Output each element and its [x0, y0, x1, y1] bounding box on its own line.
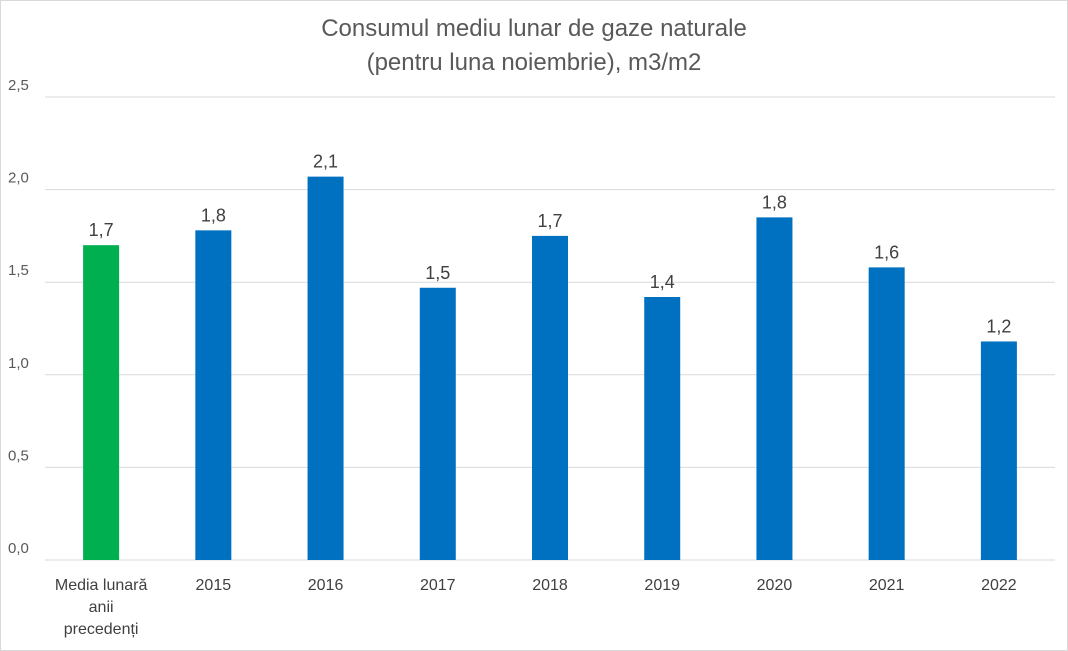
x-category-label: 2019 [644, 577, 680, 594]
data-label: 1,4 [650, 272, 675, 292]
chart-title-line-1: Consumul mediu lunar de gaze naturale [321, 15, 747, 42]
chart-title: Consumul mediu lunar de gaze naturale (p… [0, 12, 1068, 80]
bars [83, 176, 1017, 561]
x-category-label: 2020 [757, 577, 793, 594]
x-axis-category-labels: Media lunară anii precedenți 2015 2016 2017 20… [55, 577, 1017, 638]
y-tick-label: 1,5 [8, 262, 29, 279]
y-tick-label: 0,5 [8, 447, 29, 464]
data-labels: 1,7 1,8 2,1 1,5 1,7 1,4 1,8 1,6 1,2 [89, 152, 1012, 337]
x-category-label: Media lunară [55, 577, 148, 594]
x-category-label: precedenți [64, 621, 139, 638]
x-category-label: 2018 [532, 577, 568, 594]
x-category-label: 2017 [420, 577, 456, 594]
bar [419, 287, 456, 560]
bar [756, 217, 793, 560]
data-label: 1,7 [89, 220, 114, 240]
y-tick-label: 2,0 [8, 170, 29, 187]
x-category-label: anii [89, 599, 114, 616]
bar [83, 245, 120, 560]
x-category-label: 2016 [308, 577, 344, 594]
bar [644, 297, 681, 560]
data-label: 1,2 [986, 316, 1011, 336]
y-tick-label: 2,5 [8, 77, 29, 94]
data-label: 1,8 [201, 205, 226, 225]
x-category-label: 2021 [869, 577, 905, 594]
data-label: 1,8 [762, 192, 787, 212]
bar [980, 341, 1017, 560]
x-category-label: 2015 [196, 577, 232, 594]
bar [868, 267, 905, 560]
y-tick-label: 1,0 [8, 355, 29, 372]
data-label: 1,6 [874, 242, 899, 262]
data-label: 2,1 [313, 152, 338, 172]
y-axis-tick-labels: 0,0 0,5 1,0 1,5 2,0 2,5 [8, 77, 29, 557]
data-label: 1,5 [425, 263, 450, 283]
data-label: 1,7 [537, 211, 562, 231]
bar [307, 176, 344, 561]
bar [532, 235, 568, 560]
y-tick-label: 0,0 [8, 540, 29, 557]
chart-title-line-2: (pentru luna noiembrie), m3/m2 [366, 49, 702, 76]
bar [195, 230, 232, 560]
x-category-label: 2022 [981, 577, 1017, 594]
